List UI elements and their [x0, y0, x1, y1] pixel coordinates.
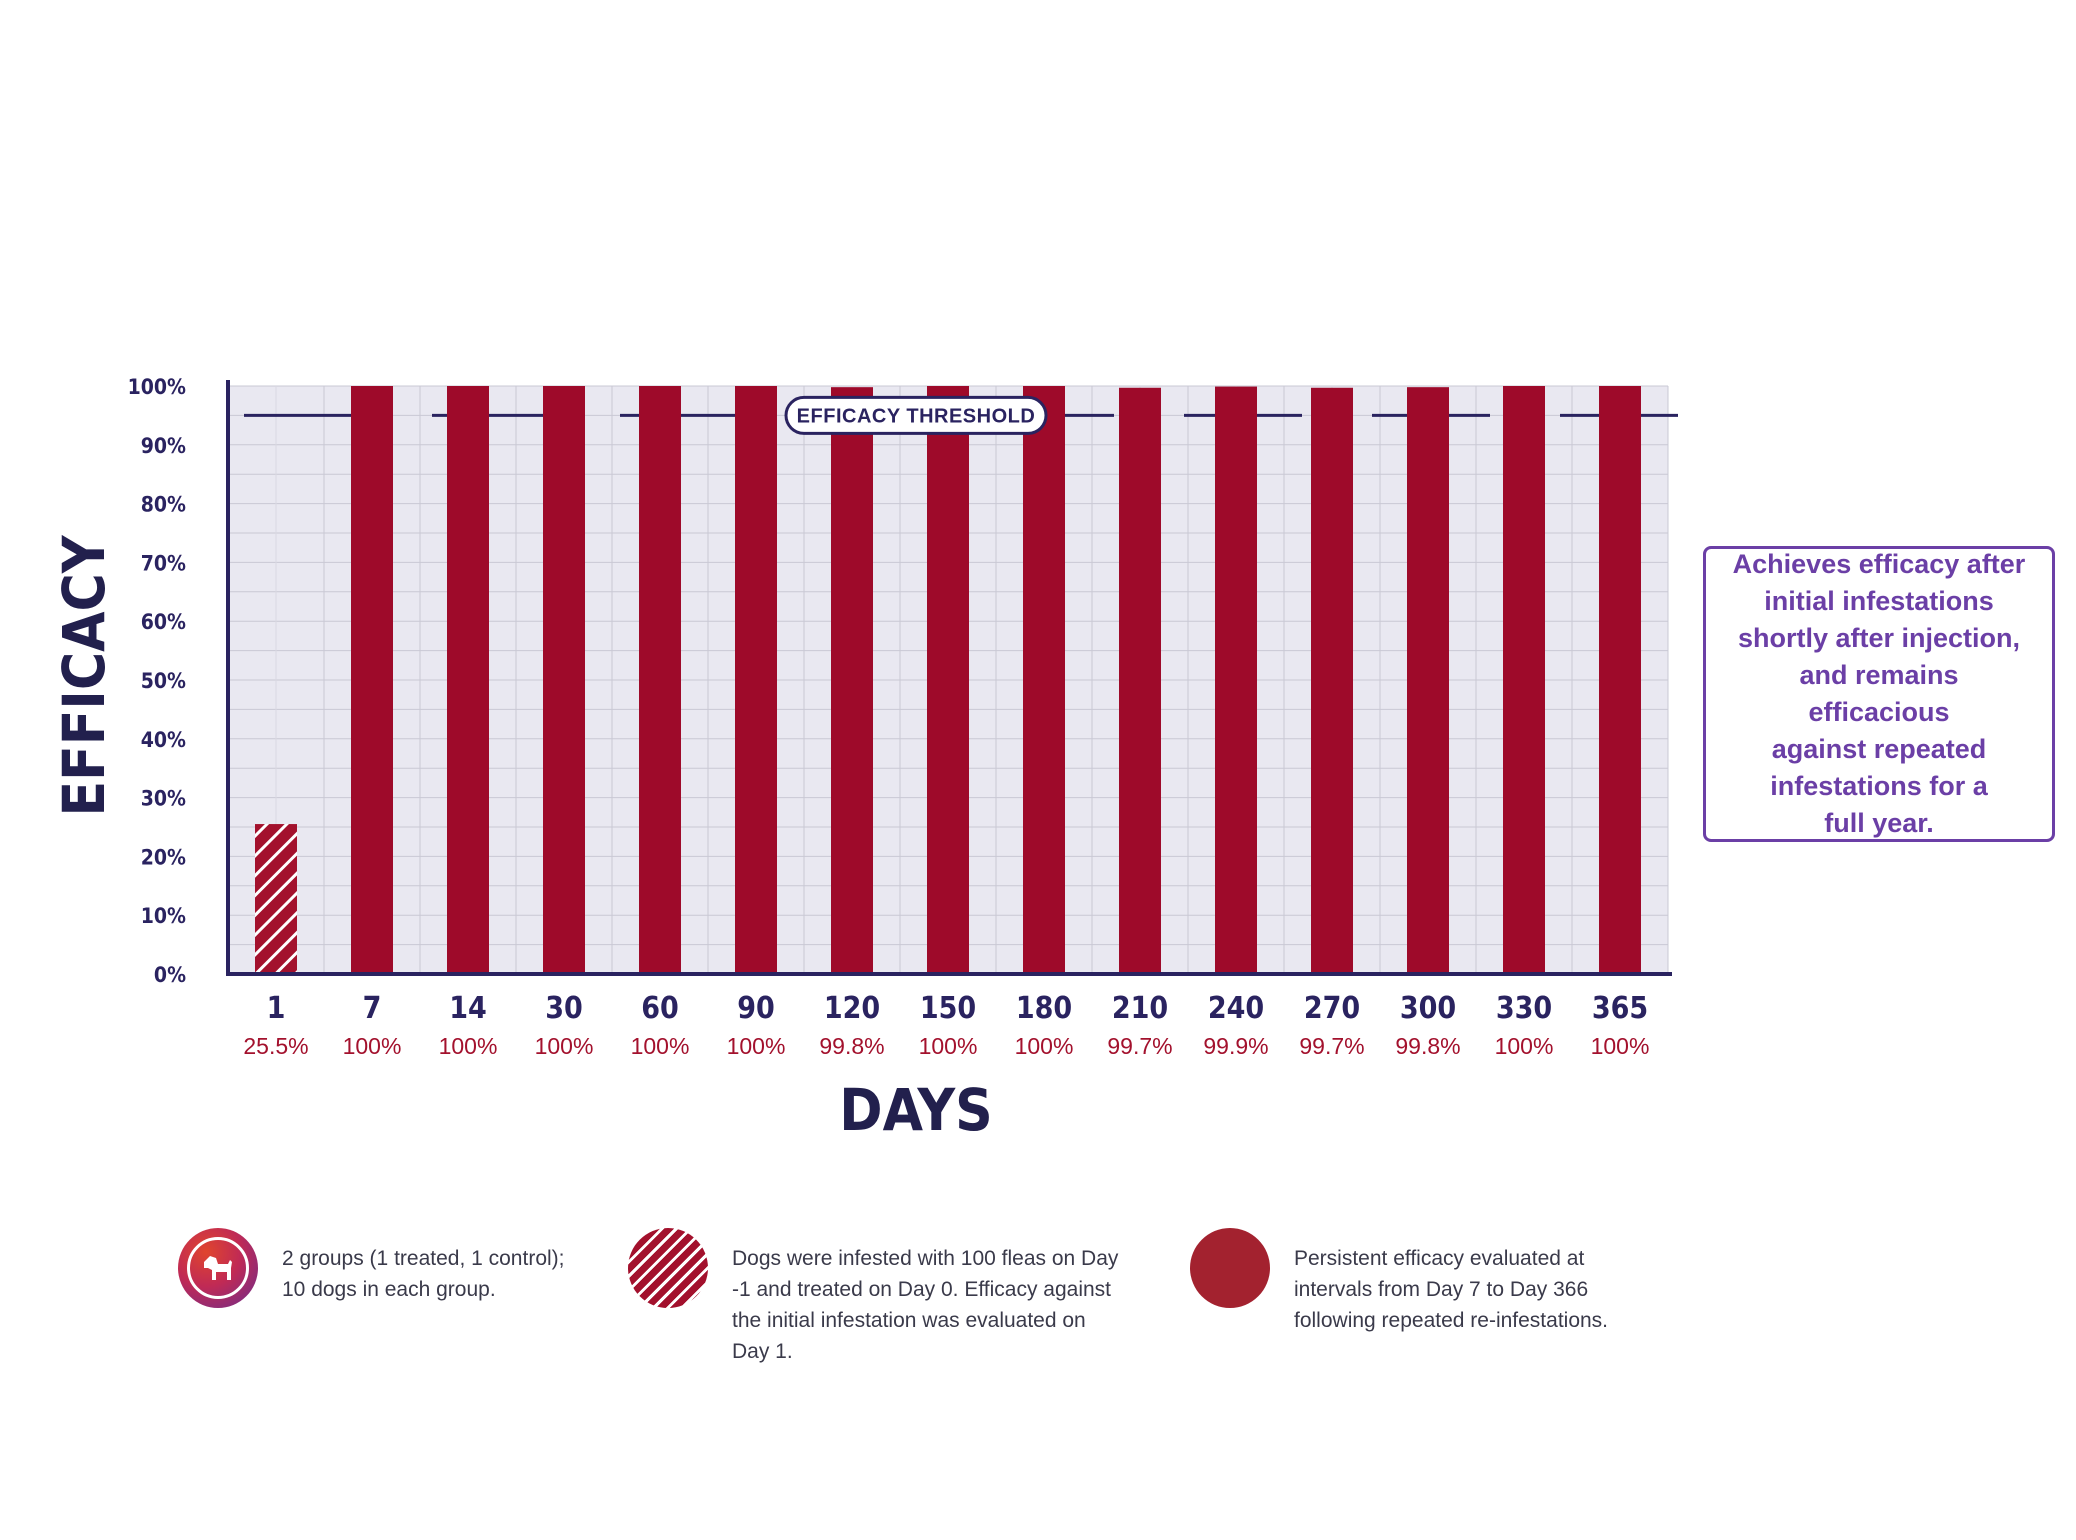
legend-line: intervals from Day 7 to Day 366	[1294, 1278, 1589, 1301]
threshold-label: EFFICACY THRESHOLD	[797, 405, 1036, 427]
data-labels: 25.5% 100% 100% 100% 100% 100% 99.8% 100% 100% 99…	[243, 1033, 1649, 1059]
solid-circle-icon	[1190, 1228, 1270, 1308]
y-tick-label: 40%	[141, 728, 186, 752]
data-label: 100%	[631, 1033, 690, 1059]
legend-item-groups: 2 groups (1 treated, 1 control); 10 dogs…	[178, 1228, 565, 1308]
data-label: 100%	[439, 1033, 498, 1059]
y-tick-label: 10%	[141, 904, 186, 928]
y-tick-label: 30%	[141, 787, 186, 811]
bar-day-150	[927, 386, 969, 974]
x-tick-label: 30	[545, 991, 583, 1026]
y-tick-label: 60%	[141, 610, 186, 634]
legend-line: 2 groups (1 treated, 1 control);	[282, 1247, 565, 1270]
x-tick-label: 150	[920, 991, 976, 1026]
y-tick-label: 70%	[141, 551, 186, 575]
y-tick-labels: 0% 10% 20% 30% 40% 50% 60% 70% 80% 90% 100%	[128, 375, 186, 987]
bar-day-270	[1311, 387, 1353, 974]
x-tick-labels: 1 7 14 30 60 90 120 150 180 210 240 270 300 330 365	[267, 991, 1649, 1026]
bar-day-330	[1503, 386, 1545, 974]
callout-line: infestations for a	[1770, 771, 1988, 801]
legend-item-persistent-efficacy: Persistent efficacy evaluated at interva…	[1190, 1228, 1608, 1336]
callout-line: shortly after injection,	[1737, 623, 2021, 653]
data-label: 99.9%	[1203, 1033, 1268, 1059]
x-axis-title: DAYS	[839, 1076, 993, 1144]
efficacy-threshold-label-group: EFFICACY THRESHOLD	[784, 395, 1048, 435]
x-tick-label: 120	[824, 991, 880, 1026]
bar-day-300	[1407, 387, 1449, 974]
x-tick-label: 180	[1016, 991, 1072, 1026]
legend-line: Day 1.	[732, 1340, 793, 1363]
x-tick-label: 90	[737, 991, 775, 1026]
y-tick-label: 100%	[128, 375, 186, 399]
axes	[226, 380, 1672, 976]
x-tick-label: 240	[1208, 991, 1264, 1026]
x-tick-label: 300	[1400, 991, 1456, 1026]
efficacy-callout-box: Achieves efficacy after initial infestat…	[1703, 546, 2055, 842]
y-tick-label: 0%	[154, 963, 186, 987]
data-label: 100%	[727, 1033, 786, 1059]
data-label: 99.8%	[819, 1033, 884, 1059]
bar-day-180	[1023, 386, 1065, 974]
bar-day-30	[543, 386, 585, 974]
x-tick-label: 210	[1112, 991, 1168, 1026]
data-label: 100%	[1591, 1033, 1650, 1059]
x-tick-label: 7	[363, 991, 382, 1026]
data-label: 99.7%	[1107, 1033, 1172, 1059]
dog-icon	[178, 1228, 258, 1308]
data-label: 25.5%	[243, 1033, 308, 1059]
data-label: 100%	[919, 1033, 978, 1059]
legend-line: following repeated re-infestations.	[1294, 1309, 1609, 1332]
callout-line: full year.	[1824, 808, 1934, 838]
data-label: 100%	[1495, 1033, 1554, 1059]
legend-text: Persistent efficacy evaluated at interva…	[1294, 1243, 1608, 1336]
y-tick-label: 90%	[141, 434, 186, 458]
x-tick-label: 60	[641, 991, 679, 1026]
legend-line: the initial infestation was evaluated on	[732, 1309, 1086, 1332]
callout-line: and remains efficacious	[1799, 660, 1959, 727]
x-tick-label: 1	[267, 991, 286, 1026]
x-tick-label: 14	[449, 991, 487, 1026]
bar-day-7	[351, 386, 393, 974]
legend-text: 2 groups (1 treated, 1 control); 10 dogs…	[282, 1243, 565, 1305]
data-label: 100%	[343, 1033, 402, 1059]
threshold-label-pill	[784, 395, 1048, 435]
data-label: 100%	[1015, 1033, 1074, 1059]
bar-day-90	[735, 386, 777, 974]
y-axis-title: EFFICACY	[50, 534, 118, 816]
data-label: 100%	[535, 1033, 594, 1059]
hatched-circle-icon	[628, 1228, 708, 1308]
legend-line: -1 and treated on Day 0. Efficacy agains…	[732, 1278, 1112, 1301]
legend-line: 10 dogs in each group.	[282, 1278, 496, 1301]
x-tick-label: 365	[1592, 991, 1648, 1026]
callout-line: Achieves efficacy after	[1732, 549, 2026, 579]
bar-day-14	[447, 386, 489, 974]
legend-line: Dogs were infested with 100 fleas on Day	[732, 1247, 1119, 1270]
bar-day-1	[255, 824, 297, 974]
y-tick-label: 20%	[141, 845, 186, 869]
y-tick-label: 50%	[141, 669, 186, 693]
callout-line: against repeated	[1771, 734, 1987, 764]
bar-day-240	[1215, 386, 1257, 974]
y-tick-label: 80%	[141, 493, 186, 517]
bar-day-120	[831, 387, 873, 974]
dog-silhouette	[204, 1256, 232, 1280]
bar-day-210	[1119, 387, 1161, 974]
bar-day-365	[1599, 386, 1641, 974]
legend-item-initial-infestation: Dogs were infested with 100 fleas on Day…	[628, 1228, 1118, 1367]
x-tick-label: 330	[1496, 991, 1552, 1026]
data-label: 99.8%	[1395, 1033, 1460, 1059]
legend-text: Dogs were infested with 100 fleas on Day…	[732, 1243, 1118, 1367]
x-tick-label: 270	[1304, 991, 1360, 1026]
data-label: 99.7%	[1299, 1033, 1364, 1059]
bar-day-60	[639, 386, 681, 974]
bars-group	[255, 386, 1641, 974]
callout-line: initial infestations	[1764, 586, 1994, 616]
legend-line: Persistent efficacy evaluated at	[1294, 1247, 1585, 1270]
